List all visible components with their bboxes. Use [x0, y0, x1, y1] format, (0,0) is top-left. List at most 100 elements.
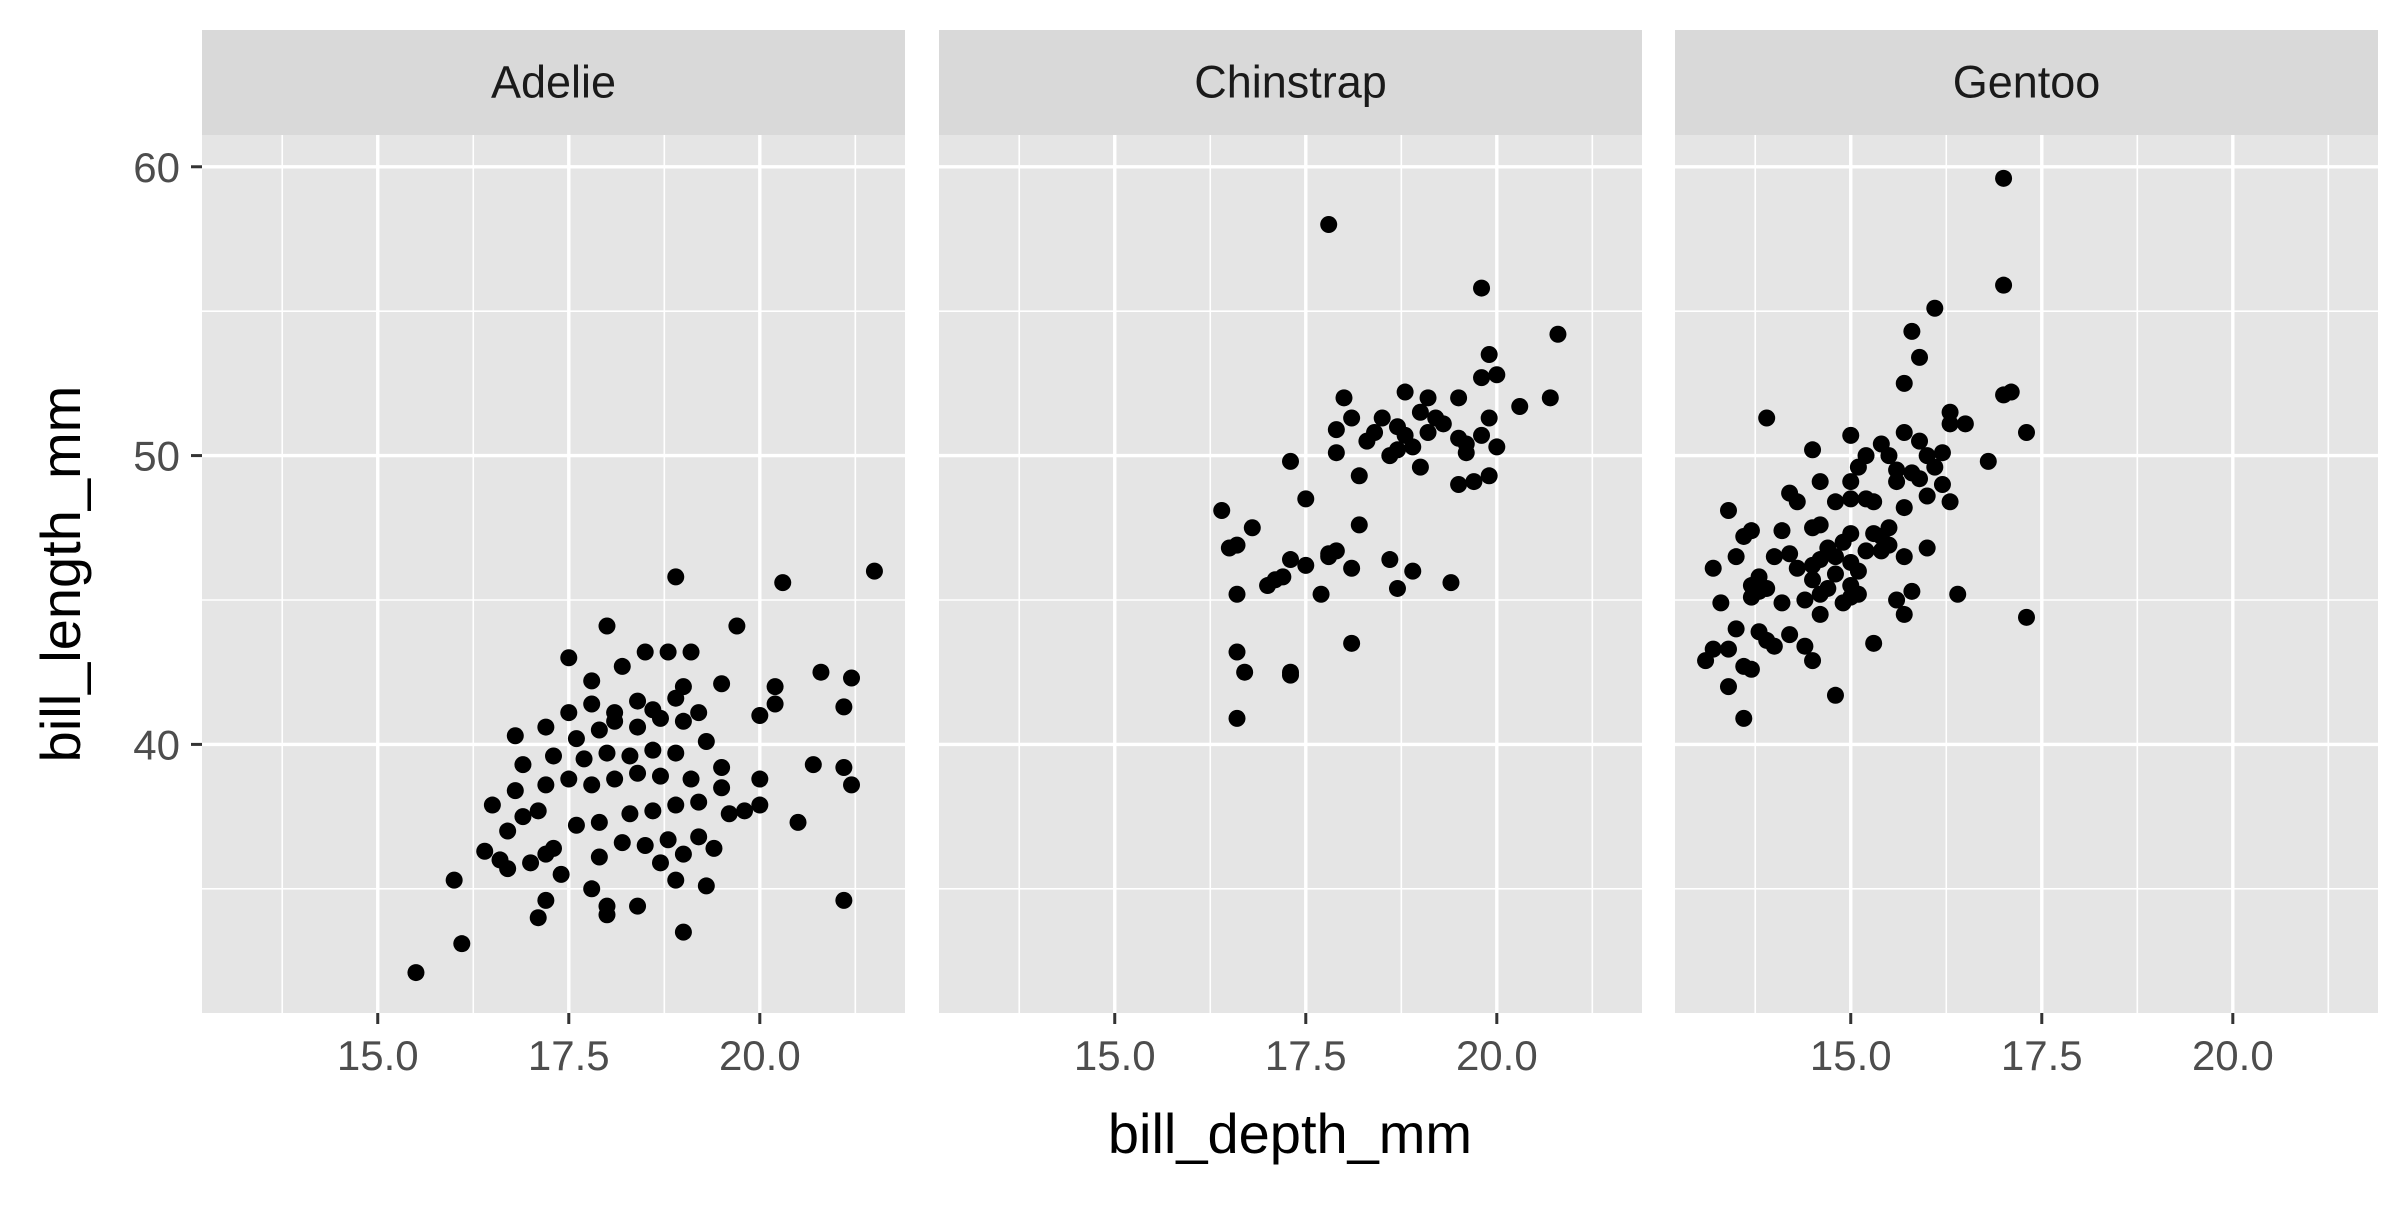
- data-point: [667, 568, 685, 586]
- data-point: [560, 770, 578, 788]
- data-point: [674, 845, 692, 863]
- data-point: [1941, 493, 1959, 511]
- data-point: [598, 744, 616, 762]
- data-point: [1888, 591, 1906, 609]
- data-point: [1297, 556, 1315, 574]
- y-tick-label: 60: [133, 144, 180, 191]
- data-point: [1511, 397, 1529, 415]
- data-point: [1781, 626, 1799, 644]
- data-point: [1811, 516, 1829, 534]
- data-point: [766, 695, 784, 713]
- data-point: [453, 935, 471, 953]
- data-point: [835, 891, 853, 909]
- data-point: [1742, 522, 1760, 540]
- data-point: [1419, 423, 1437, 441]
- data-point: [514, 808, 532, 826]
- data-point: [690, 828, 708, 846]
- data-point: [713, 675, 731, 693]
- data-point: [606, 704, 624, 722]
- data-point: [1388, 441, 1406, 459]
- data-point: [1282, 452, 1299, 470]
- x-tick-label: 20.0: [2192, 1032, 2274, 1079]
- data-point: [537, 776, 555, 794]
- data-point: [1918, 487, 1936, 505]
- data-point: [1842, 426, 1860, 444]
- data-point: [583, 695, 601, 713]
- data-point: [1373, 409, 1391, 427]
- data-point: [1880, 536, 1898, 554]
- data-point: [1742, 660, 1760, 678]
- data-point: [499, 860, 517, 878]
- data-point: [1719, 501, 1737, 519]
- data-point: [629, 692, 647, 710]
- data-point: [590, 721, 608, 739]
- data-point: [720, 805, 738, 823]
- data-point: [1826, 493, 1844, 511]
- data-point: [1903, 582, 1921, 600]
- x-tick-label: 17.5: [528, 1032, 610, 1079]
- data-point: [1979, 452, 1997, 470]
- data-point: [659, 643, 677, 661]
- data-point: [1995, 276, 2013, 294]
- data-point: [529, 909, 547, 927]
- facet-strip-adelie: [202, 30, 905, 135]
- data-point: [667, 744, 685, 762]
- data-point: [1788, 493, 1806, 511]
- data-point: [2018, 423, 2035, 441]
- data-point: [2002, 383, 2020, 401]
- data-point: [1911, 432, 1929, 450]
- data-point: [506, 727, 524, 745]
- data-point: [598, 897, 616, 915]
- data-point: [1773, 594, 1791, 612]
- data-point: [1350, 516, 1368, 534]
- data-point: [1297, 490, 1315, 508]
- x-tick-label: 20.0: [1456, 1032, 1538, 1079]
- facet-label-adelie: Adelie: [491, 57, 616, 108]
- data-point: [751, 770, 769, 788]
- y-tick-label: 50: [133, 433, 180, 480]
- facet-label-gentoo: Gentoo: [1953, 57, 2101, 108]
- data-point: [667, 796, 685, 814]
- x-tick-label: 20.0: [719, 1032, 801, 1079]
- data-point: [636, 836, 654, 854]
- data-point: [766, 678, 784, 696]
- data-point: [843, 776, 861, 794]
- data-point: [1343, 634, 1361, 652]
- data-point: [674, 923, 692, 941]
- data-point: [1849, 585, 1867, 603]
- data-point: [476, 842, 494, 860]
- data-point: [545, 839, 562, 857]
- data-point: [537, 891, 555, 909]
- data-point: [1366, 423, 1384, 441]
- data-point: [835, 698, 853, 716]
- data-point: [697, 733, 715, 751]
- facet-strip-chinstrap: [939, 30, 1642, 135]
- data-point: [567, 730, 585, 748]
- data-point: [1727, 548, 1745, 566]
- data-point: [1895, 374, 1913, 392]
- data-point: [1450, 389, 1468, 407]
- x-tick-label: 17.5: [1265, 1032, 1347, 1079]
- data-point: [835, 759, 853, 777]
- data-point: [1804, 441, 1822, 459]
- data-point: [644, 741, 662, 759]
- data-point: [522, 854, 540, 872]
- data-point: [1933, 475, 1951, 493]
- x-tick-label: 15.0: [1810, 1032, 1892, 1079]
- data-point: [1895, 423, 1913, 441]
- data-point: [613, 657, 631, 675]
- data-point: [1857, 447, 1875, 465]
- data-point: [1811, 473, 1829, 491]
- data-point: [1350, 467, 1368, 485]
- data-point: [1434, 415, 1452, 433]
- data-point: [1228, 643, 1246, 661]
- data-point: [499, 822, 517, 840]
- data-point: [1811, 605, 1829, 623]
- data-point: [1488, 438, 1506, 456]
- data-point: [583, 672, 601, 690]
- data-point: [1442, 574, 1460, 592]
- x-tick-label: 17.5: [2001, 1032, 2083, 1079]
- data-point: [514, 756, 532, 774]
- data-point: [1781, 545, 1799, 563]
